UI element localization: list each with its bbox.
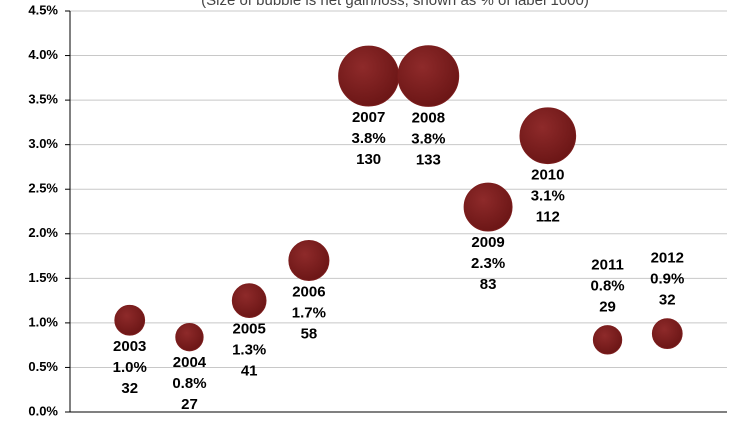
- label-value: 0.9%: [650, 271, 684, 288]
- label-year: 2010: [531, 167, 564, 184]
- y-tick-label: 1.5%: [28, 270, 58, 285]
- label-value: 3.8%: [352, 130, 386, 147]
- bubble: [338, 45, 400, 107]
- label-year: 2005: [232, 320, 265, 337]
- y-tick-label: 0.5%: [28, 359, 58, 374]
- label-value: 2.3%: [471, 255, 505, 272]
- label-size: 130: [356, 151, 381, 168]
- label-year: 2004: [173, 354, 207, 371]
- bubble: [175, 322, 204, 352]
- label-value: 0.8%: [590, 278, 624, 295]
- label-year: 2012: [651, 250, 684, 267]
- y-tick-label: 4.5%: [28, 2, 58, 17]
- y-tick-label: 4.0%: [28, 47, 58, 62]
- bubble: [519, 107, 577, 165]
- label-year: 2008: [412, 109, 445, 126]
- y-tick-label: 2.5%: [28, 181, 58, 196]
- bubble: [397, 45, 460, 107]
- label-year: 2003: [113, 338, 146, 355]
- bubble: [592, 325, 623, 355]
- label-size: 41: [241, 362, 258, 379]
- y-tick-label: 2.0%: [28, 225, 58, 240]
- label-year: 2011: [591, 257, 624, 274]
- label-size: 27: [181, 396, 198, 413]
- label-value: 0.8%: [172, 375, 206, 392]
- label-year: 2009: [471, 234, 504, 251]
- y-tick-label: 3.0%: [28, 136, 58, 151]
- bubble: [231, 283, 267, 318]
- bubble: [288, 239, 330, 282]
- chart-subtitle: (Size of bubble is net gain/loss, shown …: [201, 0, 589, 9]
- y-tick-label: 0.0%: [28, 403, 58, 418]
- label-year: 2006: [292, 284, 325, 301]
- label-size: 133: [416, 151, 441, 168]
- bubble: [651, 318, 683, 349]
- label-value: 1.0%: [113, 359, 147, 376]
- label-size: 32: [121, 380, 138, 397]
- label-year: 2007: [352, 109, 385, 126]
- label-value: 1.3%: [232, 341, 266, 358]
- label-value: 3.8%: [411, 130, 445, 147]
- y-tick-label: 1.0%: [28, 314, 58, 329]
- bubble: [463, 182, 513, 232]
- label-size: 112: [536, 209, 560, 226]
- label-size: 32: [659, 292, 676, 309]
- label-size: 58: [301, 326, 318, 343]
- label-size: 83: [480, 276, 497, 293]
- y-tick-label: 3.5%: [28, 92, 58, 107]
- label-value: 1.7%: [292, 305, 326, 322]
- label-size: 29: [599, 299, 616, 316]
- bubble: [114, 304, 146, 336]
- label-value: 3.1%: [531, 188, 565, 205]
